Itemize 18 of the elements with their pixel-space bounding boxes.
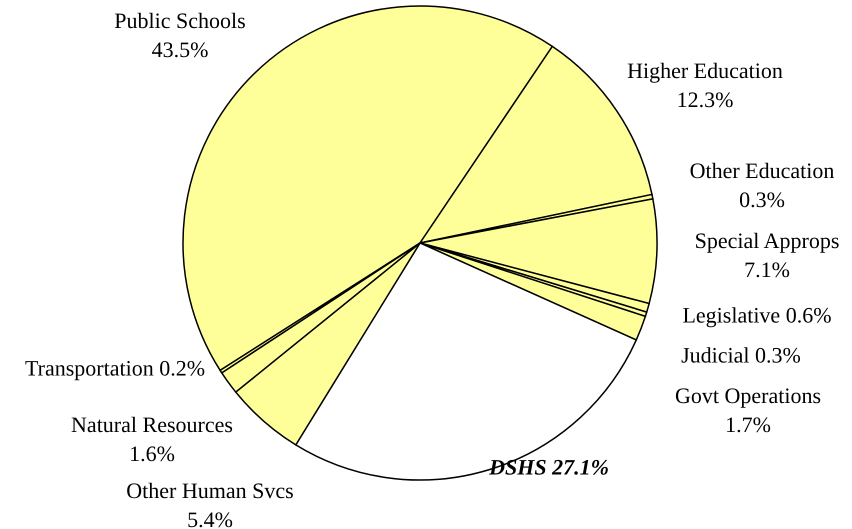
slice-label: Other Human Svcs bbox=[126, 478, 294, 502]
data-label: 1.7% bbox=[725, 412, 771, 436]
data-label: 0.3% bbox=[739, 186, 785, 212]
data-label: 1.6% bbox=[129, 440, 175, 466]
data-label: 5.4% bbox=[187, 506, 233, 529]
slice-label: Legislative 0.6% bbox=[682, 302, 832, 328]
data-label: 7.1% bbox=[744, 256, 790, 282]
slice-label: Public Schools bbox=[114, 8, 246, 32]
slice-label: Other Education bbox=[690, 158, 834, 182]
slice-label: Judicial 0.3% bbox=[681, 342, 801, 368]
slice-label: Govt Operations bbox=[674, 382, 822, 408]
data-label: 12.3% bbox=[676, 86, 734, 112]
slice-label: DSHS 27.1% bbox=[488, 454, 609, 480]
slice-label: Transportation 0.2% bbox=[24, 356, 206, 380]
slice-label: Higher Education bbox=[627, 58, 783, 82]
data-label: 43.5% bbox=[152, 36, 208, 62]
slice-label: Natural Resources bbox=[71, 412, 233, 436]
slice-label: Special Approps bbox=[694, 228, 840, 252]
